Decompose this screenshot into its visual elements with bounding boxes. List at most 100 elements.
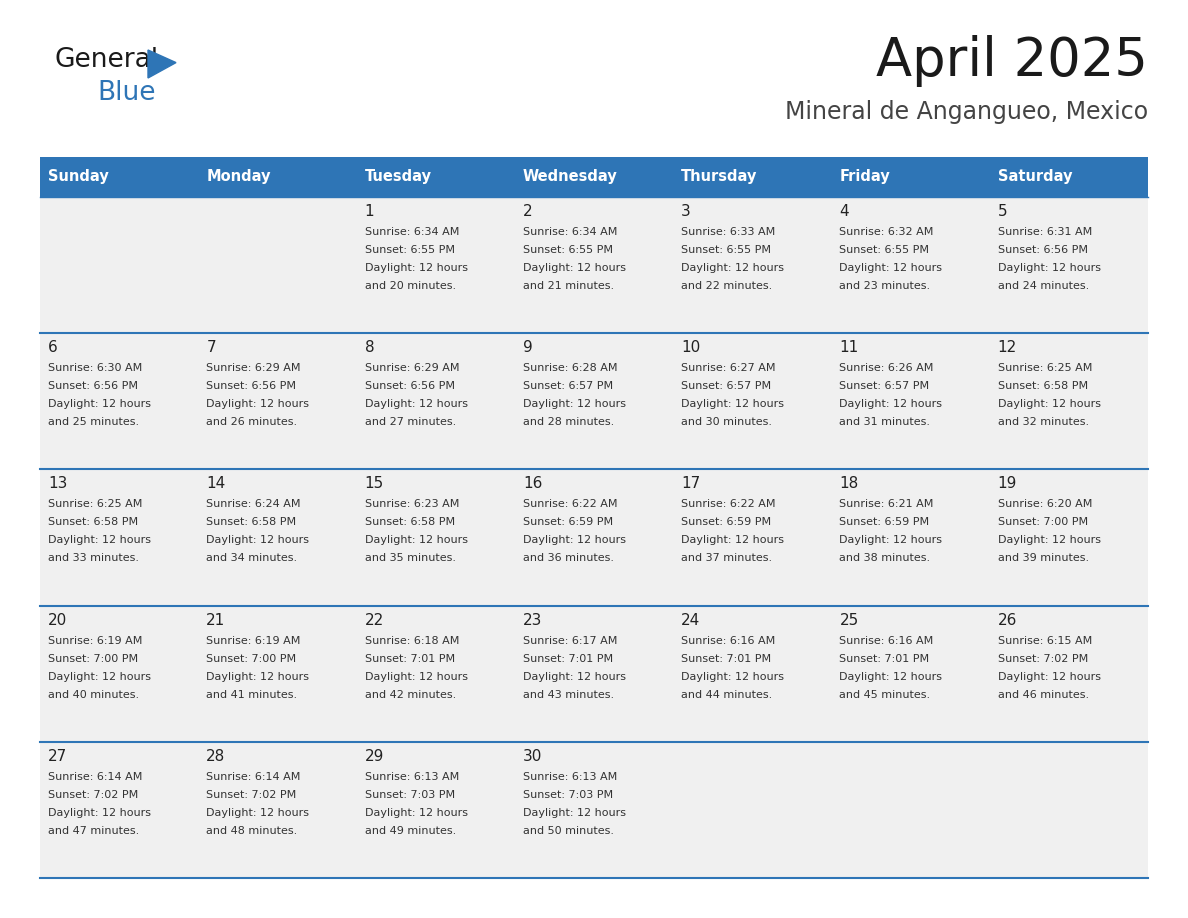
Text: Sunrise: 6:20 AM: Sunrise: 6:20 AM xyxy=(998,499,1092,509)
Text: 3: 3 xyxy=(681,204,691,219)
Text: General: General xyxy=(55,47,159,73)
Text: 14: 14 xyxy=(207,476,226,491)
Text: 25: 25 xyxy=(840,612,859,628)
Text: and 36 minutes.: and 36 minutes. xyxy=(523,554,614,564)
FancyBboxPatch shape xyxy=(198,197,356,333)
Text: 22: 22 xyxy=(365,612,384,628)
Text: Sunrise: 6:13 AM: Sunrise: 6:13 AM xyxy=(523,772,617,782)
Text: Sunrise: 6:23 AM: Sunrise: 6:23 AM xyxy=(365,499,459,509)
Text: Daylight: 12 hours: Daylight: 12 hours xyxy=(840,399,942,409)
Text: Daylight: 12 hours: Daylight: 12 hours xyxy=(681,399,784,409)
Text: 28: 28 xyxy=(207,749,226,764)
Text: Monday: Monday xyxy=(207,170,271,185)
Text: and 47 minutes.: and 47 minutes. xyxy=(48,826,139,835)
Text: and 30 minutes.: and 30 minutes. xyxy=(681,417,772,427)
Text: Sunset: 6:59 PM: Sunset: 6:59 PM xyxy=(523,518,613,528)
Text: Sunday: Sunday xyxy=(48,170,109,185)
Text: Daylight: 12 hours: Daylight: 12 hours xyxy=(365,263,468,273)
Text: and 44 minutes.: and 44 minutes. xyxy=(681,689,772,700)
Text: Sunrise: 6:14 AM: Sunrise: 6:14 AM xyxy=(48,772,143,782)
Text: Sunset: 6:55 PM: Sunset: 6:55 PM xyxy=(681,245,771,255)
Text: Sunset: 6:56 PM: Sunset: 6:56 PM xyxy=(365,381,455,391)
Text: and 39 minutes.: and 39 minutes. xyxy=(998,554,1089,564)
Text: Daylight: 12 hours: Daylight: 12 hours xyxy=(998,263,1101,273)
Text: and 23 minutes.: and 23 minutes. xyxy=(840,281,930,291)
Text: and 38 minutes.: and 38 minutes. xyxy=(840,554,930,564)
Text: Sunrise: 6:30 AM: Sunrise: 6:30 AM xyxy=(48,364,143,374)
Text: and 50 minutes.: and 50 minutes. xyxy=(523,826,614,835)
Text: Sunrise: 6:19 AM: Sunrise: 6:19 AM xyxy=(48,635,143,645)
Text: Sunrise: 6:34 AM: Sunrise: 6:34 AM xyxy=(365,227,459,237)
Text: Daylight: 12 hours: Daylight: 12 hours xyxy=(48,399,151,409)
FancyBboxPatch shape xyxy=(198,606,356,742)
Text: 2: 2 xyxy=(523,204,532,219)
Text: and 26 minutes.: and 26 minutes. xyxy=(207,417,297,427)
Text: and 22 minutes.: and 22 minutes. xyxy=(681,281,772,291)
FancyBboxPatch shape xyxy=(40,742,198,878)
FancyBboxPatch shape xyxy=(514,606,674,742)
Text: 17: 17 xyxy=(681,476,701,491)
Text: Sunset: 7:03 PM: Sunset: 7:03 PM xyxy=(365,789,455,800)
Text: and 32 minutes.: and 32 minutes. xyxy=(998,417,1089,427)
Text: and 48 minutes.: and 48 minutes. xyxy=(207,826,297,835)
FancyBboxPatch shape xyxy=(990,742,1148,878)
Text: Sunset: 6:57 PM: Sunset: 6:57 PM xyxy=(840,381,929,391)
Text: 10: 10 xyxy=(681,341,701,355)
Text: 9: 9 xyxy=(523,341,532,355)
Text: Sunrise: 6:16 AM: Sunrise: 6:16 AM xyxy=(840,635,934,645)
Text: Sunset: 7:01 PM: Sunset: 7:01 PM xyxy=(681,654,771,664)
Text: Saturday: Saturday xyxy=(998,170,1073,185)
Text: Sunrise: 6:15 AM: Sunrise: 6:15 AM xyxy=(998,635,1092,645)
Text: Daylight: 12 hours: Daylight: 12 hours xyxy=(365,399,468,409)
FancyBboxPatch shape xyxy=(832,469,990,606)
Text: Sunrise: 6:25 AM: Sunrise: 6:25 AM xyxy=(998,364,1092,374)
FancyBboxPatch shape xyxy=(514,197,674,333)
Text: Sunrise: 6:13 AM: Sunrise: 6:13 AM xyxy=(365,772,459,782)
FancyBboxPatch shape xyxy=(514,469,674,606)
FancyBboxPatch shape xyxy=(198,333,356,469)
FancyBboxPatch shape xyxy=(832,197,990,333)
FancyBboxPatch shape xyxy=(674,469,832,606)
FancyBboxPatch shape xyxy=(674,197,832,333)
Text: Sunrise: 6:29 AM: Sunrise: 6:29 AM xyxy=(365,364,459,374)
Text: Daylight: 12 hours: Daylight: 12 hours xyxy=(523,535,626,545)
Text: 21: 21 xyxy=(207,612,226,628)
Text: Sunset: 6:58 PM: Sunset: 6:58 PM xyxy=(48,518,138,528)
Text: Daylight: 12 hours: Daylight: 12 hours xyxy=(48,535,151,545)
Text: Daylight: 12 hours: Daylight: 12 hours xyxy=(207,672,309,681)
Text: Sunrise: 6:33 AM: Sunrise: 6:33 AM xyxy=(681,227,776,237)
Text: Sunrise: 6:18 AM: Sunrise: 6:18 AM xyxy=(365,635,459,645)
Text: Daylight: 12 hours: Daylight: 12 hours xyxy=(840,263,942,273)
Text: Daylight: 12 hours: Daylight: 12 hours xyxy=(998,399,1101,409)
FancyBboxPatch shape xyxy=(674,742,832,878)
Text: Sunset: 6:59 PM: Sunset: 6:59 PM xyxy=(840,518,929,528)
Text: Daylight: 12 hours: Daylight: 12 hours xyxy=(840,672,942,681)
Text: Sunset: 6:58 PM: Sunset: 6:58 PM xyxy=(365,518,455,528)
Text: and 43 minutes.: and 43 minutes. xyxy=(523,689,614,700)
Text: Sunrise: 6:27 AM: Sunrise: 6:27 AM xyxy=(681,364,776,374)
Text: Daylight: 12 hours: Daylight: 12 hours xyxy=(681,263,784,273)
Text: and 33 minutes.: and 33 minutes. xyxy=(48,554,139,564)
Text: and 21 minutes.: and 21 minutes. xyxy=(523,281,614,291)
FancyBboxPatch shape xyxy=(832,742,990,878)
FancyBboxPatch shape xyxy=(198,742,356,878)
Text: Sunset: 7:03 PM: Sunset: 7:03 PM xyxy=(523,789,613,800)
FancyBboxPatch shape xyxy=(40,606,198,742)
FancyBboxPatch shape xyxy=(990,606,1148,742)
Text: Friday: Friday xyxy=(840,170,890,185)
Text: 26: 26 xyxy=(998,612,1017,628)
FancyBboxPatch shape xyxy=(832,606,990,742)
Text: 4: 4 xyxy=(840,204,849,219)
Text: and 41 minutes.: and 41 minutes. xyxy=(207,689,297,700)
Text: Sunrise: 6:17 AM: Sunrise: 6:17 AM xyxy=(523,635,618,645)
Text: 27: 27 xyxy=(48,749,68,764)
Text: and 34 minutes.: and 34 minutes. xyxy=(207,554,297,564)
Text: Sunrise: 6:29 AM: Sunrise: 6:29 AM xyxy=(207,364,301,374)
Text: Daylight: 12 hours: Daylight: 12 hours xyxy=(365,672,468,681)
FancyBboxPatch shape xyxy=(674,333,832,469)
Text: and 37 minutes.: and 37 minutes. xyxy=(681,554,772,564)
Text: Tuesday: Tuesday xyxy=(365,170,431,185)
Text: Sunset: 6:58 PM: Sunset: 6:58 PM xyxy=(998,381,1088,391)
Text: Sunset: 7:01 PM: Sunset: 7:01 PM xyxy=(840,654,929,664)
Text: Daylight: 12 hours: Daylight: 12 hours xyxy=(523,399,626,409)
